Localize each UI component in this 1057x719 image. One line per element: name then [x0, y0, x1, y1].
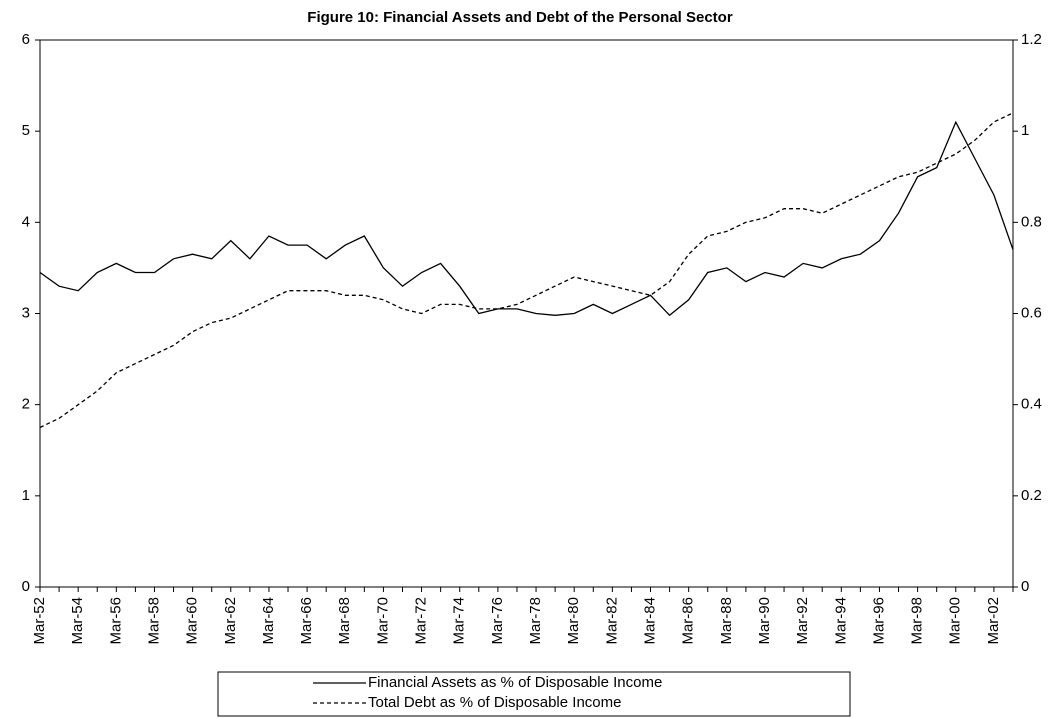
x-tick-label: Mar-58	[145, 597, 162, 645]
x-tick-label: Mar-00	[947, 597, 964, 645]
x-tick-label: Mar-96	[870, 597, 887, 645]
legend-label: Financial Assets as % of Disposable Inco…	[368, 674, 662, 691]
x-tick-label: Mar-94	[832, 597, 849, 645]
x-tick-label: Mar-62	[222, 597, 239, 645]
y-tick-label: 3	[22, 304, 30, 321]
x-tick-label: Mar-52	[31, 597, 48, 645]
legend-box	[217, 671, 851, 717]
y2-tick-label: 0	[1021, 578, 1029, 595]
x-tick-label: Mar-66	[298, 597, 315, 645]
series-line	[39, 112, 1014, 429]
x-tick-label: Mar-90	[756, 597, 773, 645]
y2-tick-label: 0.4	[1021, 396, 1042, 413]
x-tick-label: Mar-74	[451, 597, 468, 645]
x-tick-label: Mar-80	[565, 597, 582, 645]
x-tick-label: Mar-56	[107, 597, 124, 645]
x-tick-label: Mar-92	[794, 597, 811, 645]
plot-frame	[39, 39, 1014, 588]
x-tick-label: Mar-70	[374, 597, 391, 645]
x-tick-label: Mar-72	[413, 597, 430, 645]
x-tick-label: Mar-88	[718, 597, 735, 645]
chart-title: Figure 10: Financial Assets and Debt of …	[307, 9, 733, 26]
x-tick-label: Mar-54	[69, 597, 86, 645]
x-tick-label: Mar-82	[603, 597, 620, 645]
x-tick-label: Mar-86	[680, 597, 697, 645]
x-tick-label: Mar-64	[260, 597, 277, 645]
y-tick-label: 1	[22, 487, 30, 504]
x-tick-label: Mar-78	[527, 597, 544, 645]
y-tick-label: 4	[22, 213, 30, 230]
y2-tick-label: 0.2	[1021, 487, 1042, 504]
y-tick-label: 5	[22, 122, 30, 139]
y2-tick-label: 0.8	[1021, 213, 1042, 230]
y2-tick-label: 1	[1021, 122, 1029, 139]
y2-tick-label: 0.6	[1021, 304, 1042, 321]
y-tick-label: 2	[22, 396, 30, 413]
x-tick-label: Mar-02	[985, 597, 1002, 645]
x-tick-label: Mar-68	[336, 597, 353, 645]
x-tick-label: Mar-98	[909, 597, 926, 645]
x-tick-label: Mar-60	[184, 597, 201, 645]
legend-label: Total Debt as % of Disposable Income	[368, 694, 621, 711]
x-tick-label: Mar-76	[489, 597, 506, 645]
series-line	[39, 120, 1014, 317]
y-tick-label: 6	[22, 31, 30, 48]
y2-tick-label: 1.2	[1021, 31, 1042, 48]
y-tick-label: 0	[22, 578, 30, 595]
x-tick-label: Mar-84	[641, 597, 658, 645]
